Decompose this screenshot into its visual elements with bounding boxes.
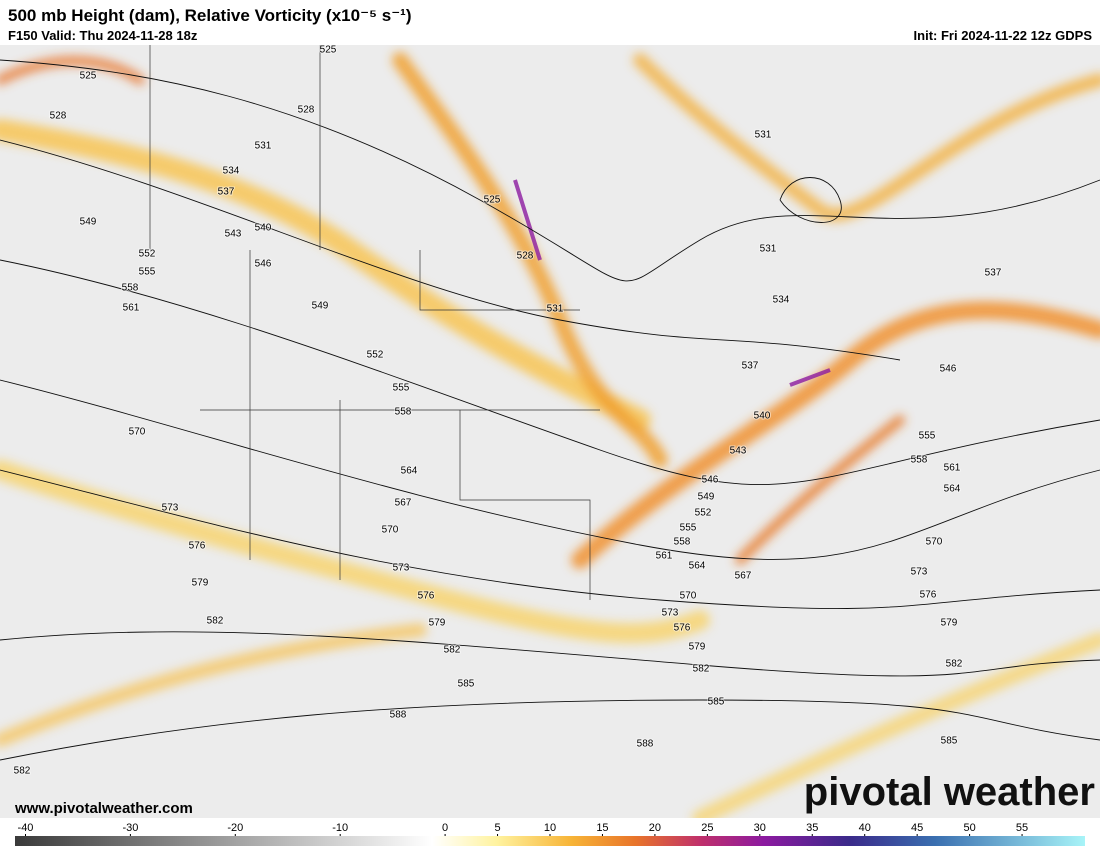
colorbar-tick-label: 50 [963,822,975,834]
contour-label: 588 [390,710,407,721]
contour-labels: 5255255285285315345375405435465495525555… [13,44,1003,778]
colorbar-tick-label: -20 [227,822,243,834]
contour-label: 582 [946,659,963,670]
contour-label: 582 [444,645,461,656]
contour-label: 564 [401,466,418,477]
contour-label: 585 [941,736,958,747]
contour-label: 582 [693,664,710,675]
contour-label: 531 [547,304,564,315]
contour-label: 552 [367,350,384,361]
colorbar-tick-label: 55 [1016,822,1028,834]
contour-label: 540 [754,411,771,422]
contour-label: 537 [742,361,759,372]
contour-label: 558 [122,283,139,294]
contour-label: 567 [395,498,412,509]
contour-label: 540 [255,223,272,234]
contour-label: 576 [674,623,691,634]
contour-label: 531 [760,244,777,255]
contour-label: 561 [944,463,961,474]
contour-label: 573 [162,503,179,514]
contour-label: 531 [755,130,772,141]
contour-label: 549 [698,492,715,503]
contour-label: 582 [207,616,224,627]
contour-label: 570 [680,591,697,602]
contour-label: 579 [192,578,209,589]
contour-label: 564 [944,484,961,495]
contour-label: 570 [129,427,146,438]
contour-label: 552 [695,508,712,519]
contour-label: 525 [484,195,501,206]
colorbar-tick-label: 20 [649,822,661,834]
contour-label: 558 [911,455,928,466]
contour-label: 534 [223,166,240,177]
colorbar-tick-label: 5 [494,822,500,834]
colorbar-ticks: -40 -30 -20 -10 0 5 10 15 20 25 30 35 40 45 50 55 [18,822,1028,836]
contour-label: 537 [985,268,1002,279]
contour-label: 576 [920,590,937,601]
contour-label: 555 [139,267,156,278]
colorbar-tick-label: -10 [332,822,348,834]
contour-label: 570 [926,537,943,548]
colorbar-tick-label: 30 [754,822,766,834]
contour-label: 582 [14,766,31,777]
contour-label: 558 [395,407,412,418]
contour-label: 576 [418,591,435,602]
contour-label: 558 [674,537,691,548]
contour-label: 534 [773,295,790,306]
contour-label: 573 [911,567,928,578]
contour-label: 546 [255,259,272,270]
colorbar-tick-label: 35 [806,822,818,834]
colorbar-tick-label: 0 [442,822,448,834]
contour-label: 570 [382,525,399,536]
contour-label: 561 [656,551,673,562]
contour-label: 543 [225,229,242,240]
contour-label: 588 [637,739,654,750]
colorbar-tick-label: 10 [544,822,556,834]
colorbar-tick-label: 45 [911,822,923,834]
contour-label: 528 [50,111,67,122]
init-time: Init: Fri 2024-11-22 12z GDPS [914,28,1093,43]
contour-label: 525 [80,71,97,82]
title: 500 mb Height (dam), Relative Vorticity … [8,6,412,25]
contour-label: 528 [517,251,534,262]
contour-label: 555 [680,523,697,534]
contour-label: 546 [940,364,957,375]
contour-label: 564 [689,561,706,572]
contour-label: 573 [662,608,679,619]
header-bg [0,0,1100,45]
contour-label: 528 [298,105,315,116]
contour-label: 573 [393,563,410,574]
contour-label: 537 [218,187,235,198]
contour-label: 561 [123,303,140,314]
contour-label: 525 [320,45,337,56]
colorbar-tick-label: 25 [701,822,713,834]
contour-label: 552 [139,249,156,260]
website: www.pivotalweather.com [14,800,193,817]
contour-label: 546 [702,475,719,486]
contour-label: 549 [312,301,329,312]
contour-label: 549 [80,217,97,228]
contour-label: 579 [429,618,446,629]
contour-label: 585 [458,679,475,690]
colorbar-tick-label: 40 [859,822,871,834]
watermark: pivotal weather [804,770,1095,814]
contour-label: 585 [708,697,725,708]
contour-label: 555 [393,383,410,394]
colorbar-tick-label: -30 [122,822,138,834]
contour-label: 567 [735,571,752,582]
colorbar [15,836,1085,846]
contour-label: 579 [689,642,706,653]
colorbar-tick-label: -40 [18,822,34,834]
contour-label: 543 [730,446,747,457]
map [0,45,1100,826]
valid-time: F150 Valid: Thu 2024-11-28 18z [8,28,198,43]
contour-label: 579 [941,618,958,629]
colorbar-tick-label: 15 [596,822,608,834]
contour-label: 576 [189,541,206,552]
contour-label: 555 [919,431,936,442]
contour-label: 531 [255,141,272,152]
